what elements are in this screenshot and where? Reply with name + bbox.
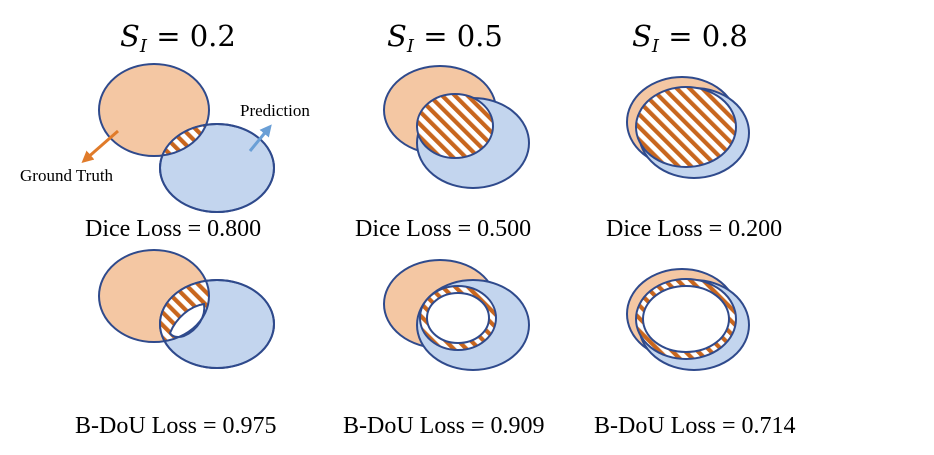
inner-region: [642, 285, 730, 353]
intersection-hatch: [635, 86, 737, 168]
column-title-2: SI = 0.5: [387, 19, 503, 57]
prediction-label: Prediction: [240, 101, 310, 120]
column-title-1: SI = 0.2: [120, 19, 236, 57]
venn-dice-1: [98, 63, 275, 213]
column-title-3: SI = 0.8: [632, 19, 748, 57]
intersection-hatch: [416, 93, 494, 159]
ground-truth-arrow: [81, 129, 119, 163]
dice-loss-label-1: Dice Loss = 0.800: [85, 216, 261, 242]
venn-dice-3: [626, 76, 750, 179]
venn-bdou-1: [98, 249, 275, 369]
inner-region: [426, 292, 490, 344]
dice-loss-label-3: Dice Loss = 0.200: [606, 216, 782, 242]
venn-bdou-3: [626, 268, 750, 371]
bdou-loss-label-3: B-DoU Loss = 0.714: [594, 413, 796, 439]
bdou-loss-label-2: B-DoU Loss = 0.909: [343, 413, 545, 439]
venn-dice-2: [383, 65, 530, 189]
prediction-arrow: [248, 124, 272, 152]
ground-truth-label: Ground Truth: [20, 166, 114, 185]
dice-loss-label-2: Dice Loss = 0.500: [355, 216, 531, 242]
venn-bdou-2: [383, 259, 530, 371]
bdou-loss-label-1: B-DoU Loss = 0.975: [75, 413, 277, 439]
